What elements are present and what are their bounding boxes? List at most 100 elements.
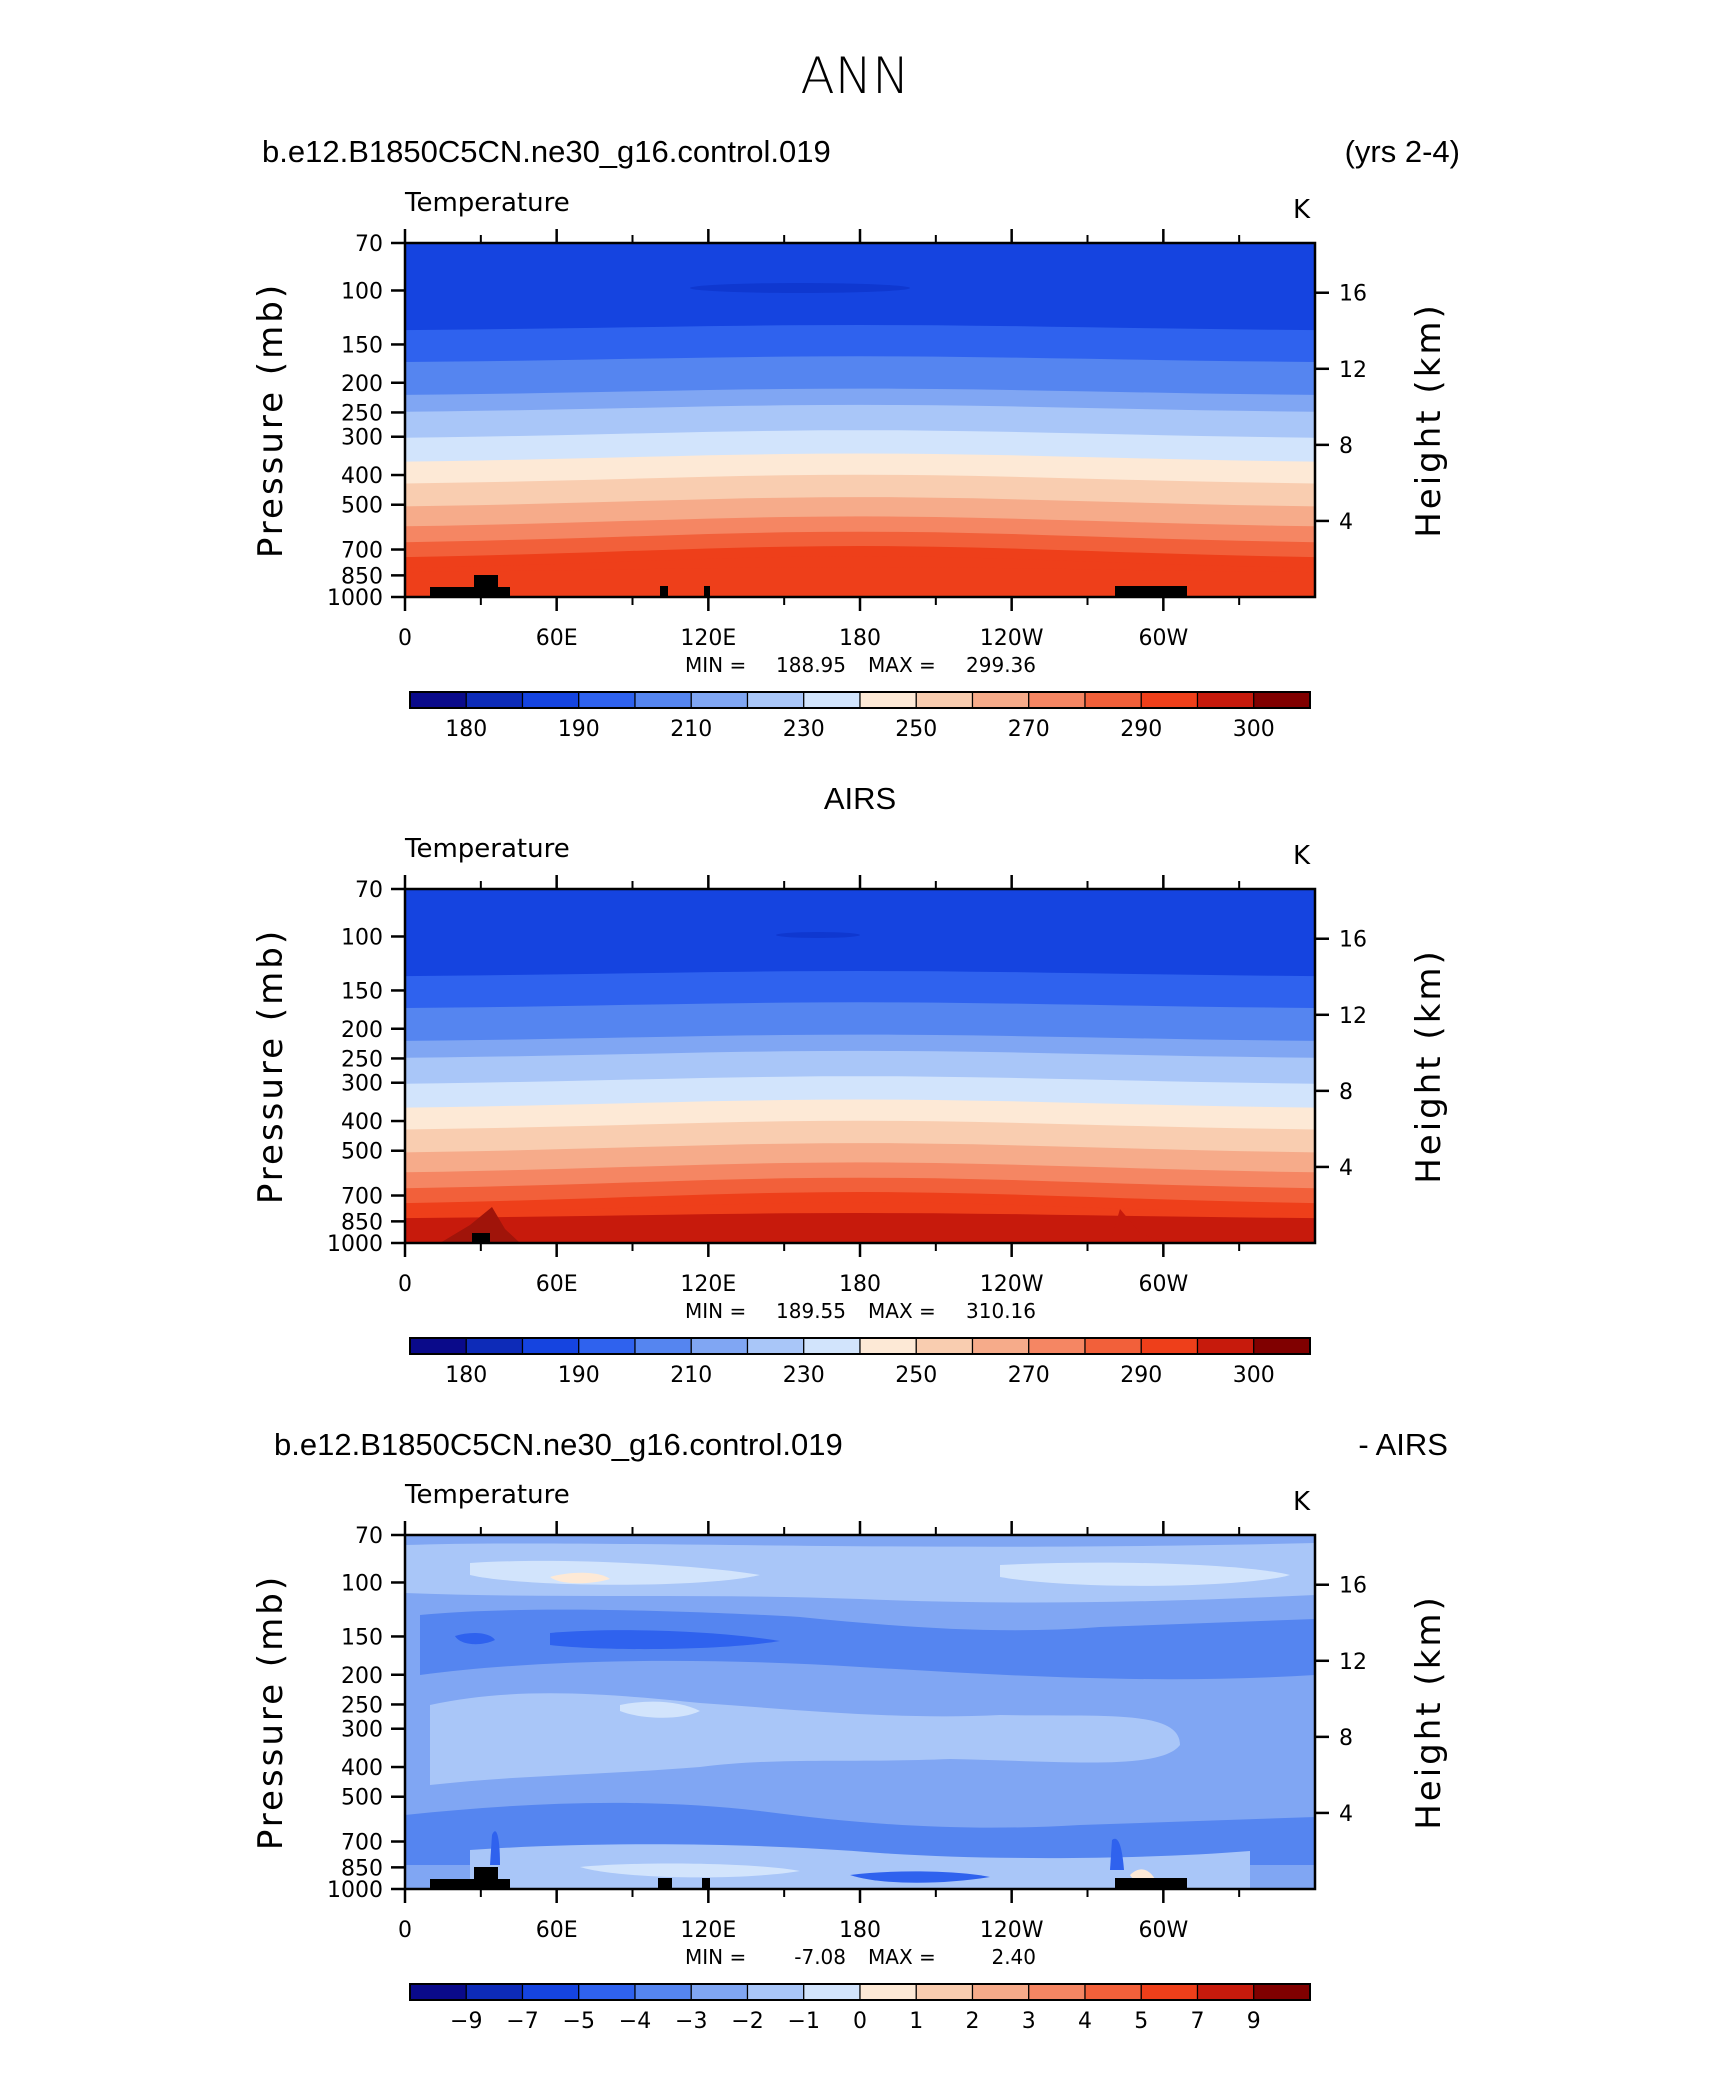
- y-tick-label: 1000: [327, 1232, 383, 1257]
- colorbar-swatch: [578, 1337, 636, 1355]
- x-tick-label: 180: [839, 1918, 881, 1943]
- topography: [474, 575, 498, 587]
- panel-2-units: K: [1293, 841, 1311, 871]
- colorbar-swatch: [578, 691, 636, 709]
- contour-band: [470, 1560, 760, 1585]
- panel-1-max-value: 299.36: [966, 653, 1036, 677]
- colorbar-swatch: [746, 1337, 805, 1355]
- colorbar-frame: [409, 691, 1311, 709]
- colorbar-swatch: [746, 1983, 805, 2001]
- colorbar-label: 250: [895, 1363, 937, 1388]
- contour-band: [490, 1831, 500, 1865]
- y-tick-label: 400: [341, 464, 383, 489]
- colorbar-swatch: [1253, 1983, 1311, 2001]
- y-right-tick-label: 16: [1339, 928, 1367, 953]
- y-right-tick-label: 16: [1339, 282, 1367, 307]
- contour-band: [1110, 1838, 1124, 1870]
- y-right-tick-label: 4: [1339, 510, 1353, 535]
- contour-band: [620, 1701, 700, 1718]
- panel-3-min-value: -7.08: [794, 1945, 846, 1969]
- colorbar-swatch: [1028, 1337, 1086, 1355]
- colorbar-label: 270: [1008, 717, 1050, 742]
- colorbar-swatch: [465, 1983, 524, 2001]
- colorbar-swatch: [690, 1337, 749, 1355]
- colorbar-swatch: [803, 1337, 861, 1355]
- colorbar-swatch: [803, 1983, 861, 2001]
- panel-3-header-right: - AIRS: [1358, 1427, 1448, 1462]
- x-tick-label: 120E: [680, 1918, 736, 1943]
- colorbar-label: 290: [1120, 1363, 1162, 1388]
- x-tick-label: 60E: [536, 1272, 578, 1297]
- cold-core: [776, 932, 860, 938]
- panel-2-max-label: MAX =: [868, 1299, 936, 1323]
- y-right-tick-label: 16: [1339, 1574, 1367, 1599]
- y-right-tick-label: 8: [1339, 1726, 1353, 1751]
- y-tick-label: 1000: [327, 586, 383, 611]
- colorbar-swatch: [521, 691, 580, 709]
- y-tick-label: 100: [341, 925, 383, 950]
- colorbar-label: −3: [675, 2009, 707, 2034]
- figure-title: ANN: [800, 47, 909, 105]
- panel-diff: b.e12.B1850C5CN.ne30_g16.control.019 - A…: [251, 1427, 1449, 2034]
- colorbar-swatch: [578, 1983, 636, 2001]
- colorbar-swatch: [915, 1983, 974, 2001]
- colorbar-swatch: [1140, 1983, 1199, 2001]
- y-right-tick-label: 12: [1339, 1650, 1367, 1675]
- y-tick-label: 70: [355, 878, 383, 903]
- y-tick-label: 250: [341, 1047, 383, 1072]
- y-tick-label: 500: [341, 1786, 383, 1811]
- colorbar-swatch: [634, 1337, 692, 1355]
- colorbar-label: 190: [558, 1363, 600, 1388]
- colorbar-label: −4: [619, 2009, 651, 2034]
- colorbar-label: 180: [445, 1363, 487, 1388]
- topography: [702, 1878, 710, 1889]
- colorbar-label: 1: [909, 2009, 923, 2034]
- colorbar-label: 180: [445, 717, 487, 742]
- panel-1-units: K: [1293, 195, 1311, 225]
- colorbar-swatch: [1084, 1983, 1142, 2001]
- topography: [660, 586, 668, 597]
- panel-3-ylabel: Pressure (mb): [251, 1574, 291, 1850]
- panel-3-max-value: 2.40: [991, 1945, 1036, 1969]
- colorbar-swatch: [1028, 1983, 1086, 2001]
- panel-3-header-left: b.e12.B1850C5CN.ne30_g16.control.019: [274, 1427, 843, 1462]
- colorbar-swatch: [746, 691, 805, 709]
- colorbar-swatch: [859, 1983, 917, 2001]
- x-tick-label: 120W: [980, 626, 1044, 651]
- contour-band: [470, 1844, 1250, 1889]
- colorbar-label: −2: [731, 2009, 763, 2034]
- x-tick-label: 180: [839, 626, 881, 651]
- x-tick-label: 60W: [1138, 1272, 1188, 1297]
- panel-1-colorbar: 180 190 210 230 250 270 290 300: [409, 691, 1311, 742]
- contour-band: [850, 1871, 990, 1883]
- colorbar-label: 210: [670, 1363, 712, 1388]
- y-tick-label: 200: [341, 1018, 383, 1043]
- colorbar-swatch: [859, 1337, 917, 1355]
- panel-3-ylabel-right: Height (km): [1409, 1594, 1449, 1830]
- colorbar-label: −7: [506, 2009, 538, 2034]
- colorbar-swatch: [1253, 691, 1311, 709]
- panel-2-ylabel-right: Height (km): [1409, 948, 1449, 1184]
- y-tick-label: 150: [341, 1625, 383, 1650]
- colorbar-label: 270: [1008, 1363, 1050, 1388]
- panel-2-variable: Temperature: [404, 834, 570, 864]
- colorbar-label: 0: [853, 2009, 867, 2034]
- panel-1-variable: Temperature: [404, 188, 570, 218]
- panel-2-contour-field: [405, 889, 1315, 1243]
- panel-obs: AIRS Temperature K 701001502002503004005…: [251, 781, 1449, 1388]
- y-tick-label: 850: [341, 1210, 383, 1235]
- y-tick-label: 300: [341, 426, 383, 451]
- colorbar-swatch: [915, 1337, 974, 1355]
- colorbar-swatch: [690, 1983, 749, 2001]
- contour-band: [405, 1213, 1315, 1243]
- colorbar-swatch: [634, 1983, 692, 2001]
- panel-3-variable: Temperature: [404, 1480, 570, 1510]
- y-tick-label: 1000: [327, 1878, 383, 1903]
- colorbar-label: −5: [563, 2009, 595, 2034]
- colorbar-swatch: [521, 1983, 580, 2001]
- y-tick-label: 70: [355, 1524, 383, 1549]
